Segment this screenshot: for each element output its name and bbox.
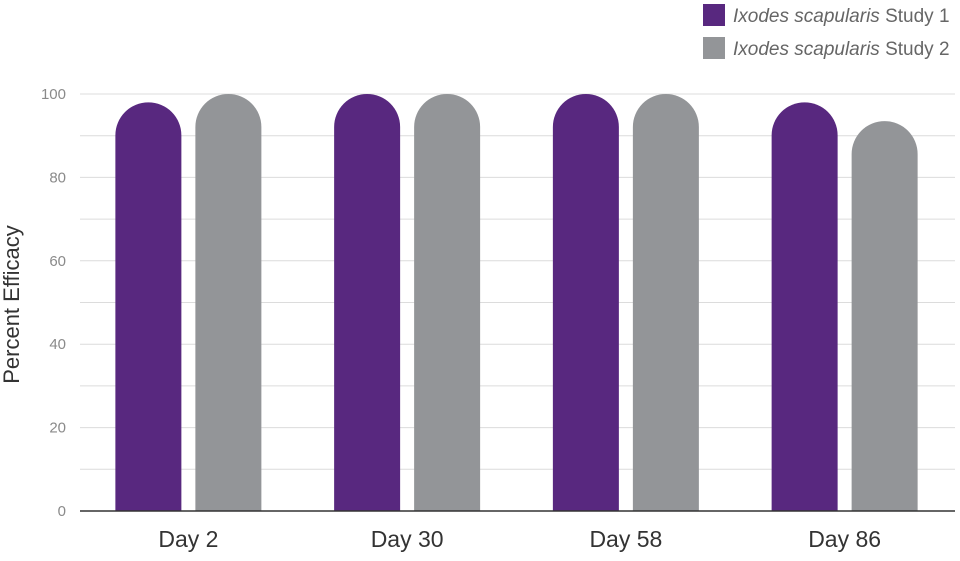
bar-day-86-series-1 — [771, 102, 838, 511]
y-axis-ticks: 0 20 40 60 80 100 — [41, 86, 66, 520]
y-tick-label: 100 — [41, 86, 66, 103]
y-tick-label: 20 — [49, 420, 66, 437]
legend-entry: Ixodes scapularis Study 2 — [733, 39, 950, 60]
y-tick-label: 40 — [49, 336, 66, 353]
legend: Ixodes scapularis Study 1 Ixodes scapular… — [703, 4, 950, 60]
bars — [115, 94, 918, 512]
bar-day-2-series-2 — [195, 94, 262, 512]
y-tick-label: 0 — [58, 503, 66, 520]
bar-day-58-series-1 — [552, 94, 619, 512]
legend-entry: Ixodes scapularis Study 1 — [733, 6, 950, 27]
legend-swatch — [703, 4, 725, 26]
x-category-label: Day 30 — [371, 526, 444, 552]
y-tick-label: 60 — [49, 253, 66, 270]
x-category-label: Day 2 — [158, 526, 218, 552]
y-tick-label: 80 — [49, 169, 66, 186]
y-axis-label: Percent Efficacy — [0, 225, 24, 384]
bar-day-30-series-1 — [334, 94, 401, 512]
x-category-label: Day 86 — [808, 526, 881, 552]
bar-day-58-series-2 — [632, 94, 699, 512]
bar-day-86-series-2 — [851, 121, 918, 512]
bar-day-30-series-2 — [414, 94, 481, 512]
x-category-label: Day 58 — [589, 526, 662, 552]
legend-swatch — [703, 37, 725, 59]
x-axis-categories: Day 2 Day 30 Day 58 Day 86 — [158, 526, 881, 552]
bar-day-2-series-1 — [115, 102, 182, 511]
